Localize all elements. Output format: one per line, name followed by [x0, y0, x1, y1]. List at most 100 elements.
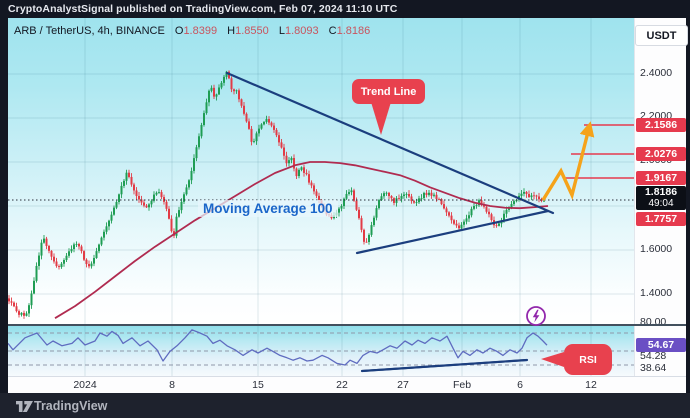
candle-body	[80, 246, 83, 252]
candle-body	[283, 147, 285, 156]
candle-body	[68, 251, 70, 256]
candle-body	[170, 218, 173, 232]
publisher-text: CryptoAnalystSignal published on Trading…	[8, 3, 398, 15]
trend-line-callout-tail	[371, 102, 391, 135]
candle-body	[143, 202, 145, 206]
candle-body	[300, 167, 303, 170]
candle-body	[525, 191, 528, 194]
candle-body	[133, 184, 135, 191]
lightning-icon[interactable]	[525, 305, 547, 327]
candle-body	[373, 217, 375, 226]
ohlc-low-value: 1.8093	[284, 25, 319, 37]
candle-body	[520, 193, 523, 196]
candle-body	[263, 121, 265, 125]
price-axis[interactable]: 2.40002.20002.00001.60001.400080.0054.28…	[634, 18, 687, 393]
ohlc-close-value: 1.8186	[336, 25, 371, 37]
candle-body	[188, 180, 190, 188]
candle-body	[278, 135, 280, 143]
candle-body	[358, 209, 360, 219]
candle-body	[533, 195, 535, 197]
candle-body	[40, 242, 43, 256]
candle-body	[115, 202, 118, 208]
candle-body	[245, 113, 248, 122]
ohlc-high-label: H	[227, 25, 236, 37]
candle-body	[230, 78, 233, 90]
candle-body	[375, 208, 378, 218]
time-axis-label: 22	[336, 379, 348, 391]
candle-body	[15, 306, 18, 312]
footer-brand-text[interactable]: TradingView	[34, 398, 108, 413]
price-axis-label: 38.64	[640, 362, 667, 374]
candle-body	[18, 311, 20, 315]
candle-body	[13, 302, 15, 307]
candle-body	[183, 194, 185, 202]
candle-body	[438, 199, 440, 200]
candle-body	[383, 193, 385, 197]
candle-body	[448, 212, 450, 216]
rsi-pane[interactable]	[8, 325, 634, 376]
candle-body	[113, 207, 115, 215]
axis-border	[8, 376, 686, 377]
price-pane[interactable]	[8, 18, 634, 325]
candle-body	[483, 204, 485, 207]
candle-body	[110, 214, 113, 221]
right-border	[686, 18, 690, 393]
currency-button[interactable]: USDT	[635, 25, 688, 46]
candle-body	[155, 192, 158, 195]
candle-body	[505, 209, 508, 214]
candle-body	[535, 195, 538, 197]
candle-body	[465, 218, 468, 222]
candle-body	[310, 182, 313, 186]
candle-body	[238, 90, 240, 100]
candle-body	[118, 194, 120, 203]
candle-body	[430, 192, 433, 196]
candle-body	[88, 264, 90, 267]
candle-body	[225, 71, 228, 77]
candle-body	[275, 129, 278, 136]
candle-body	[233, 89, 235, 92]
candle-body	[270, 122, 273, 126]
candle-body	[153, 194, 155, 201]
pane-separator[interactable]	[0, 324, 690, 326]
candle-body	[530, 195, 533, 198]
time-axis-label: Feb	[452, 379, 472, 391]
tradingview-logo-icon[interactable]	[16, 400, 33, 413]
candle-body	[315, 191, 318, 196]
candle-body	[400, 196, 403, 199]
candle-body	[215, 94, 218, 97]
candle-body	[65, 255, 68, 261]
candle-body	[165, 201, 168, 209]
trend-line-callout[interactable]: Trend Line	[352, 79, 425, 104]
rsi-line	[7, 329, 548, 366]
price-alert-label: 1.7757	[636, 212, 686, 226]
candle-body	[100, 237, 103, 245]
candle-body	[458, 225, 460, 229]
candle-body	[480, 200, 483, 205]
candle-body	[403, 194, 405, 197]
candle-body	[338, 208, 340, 213]
rsi-callout[interactable]: RSI	[564, 344, 612, 375]
candle-body	[360, 218, 363, 230]
candle-body	[380, 196, 383, 201]
candle-body	[408, 194, 410, 197]
candle-body	[255, 133, 258, 142]
candle-body	[260, 124, 263, 129]
candle-body	[223, 76, 225, 83]
descending-trendline	[225, 71, 555, 215]
time-axis[interactable]: 2024 8 15 22 27 Feb 6 12	[8, 376, 634, 393]
candle-body	[395, 198, 398, 203]
candle-body	[288, 160, 290, 164]
footer-bar: TradingView	[0, 393, 690, 418]
candle-body	[108, 220, 110, 227]
candle-body	[178, 210, 180, 217]
candle-body	[250, 128, 253, 142]
candle-body	[140, 199, 143, 203]
candle-body	[508, 208, 510, 210]
candle-body	[123, 180, 125, 186]
candle-body	[180, 201, 183, 211]
candle-body	[440, 199, 443, 205]
moving-average-label[interactable]: Moving Average 100	[198, 200, 338, 217]
candle-body	[38, 255, 40, 266]
candle-body	[148, 204, 150, 208]
